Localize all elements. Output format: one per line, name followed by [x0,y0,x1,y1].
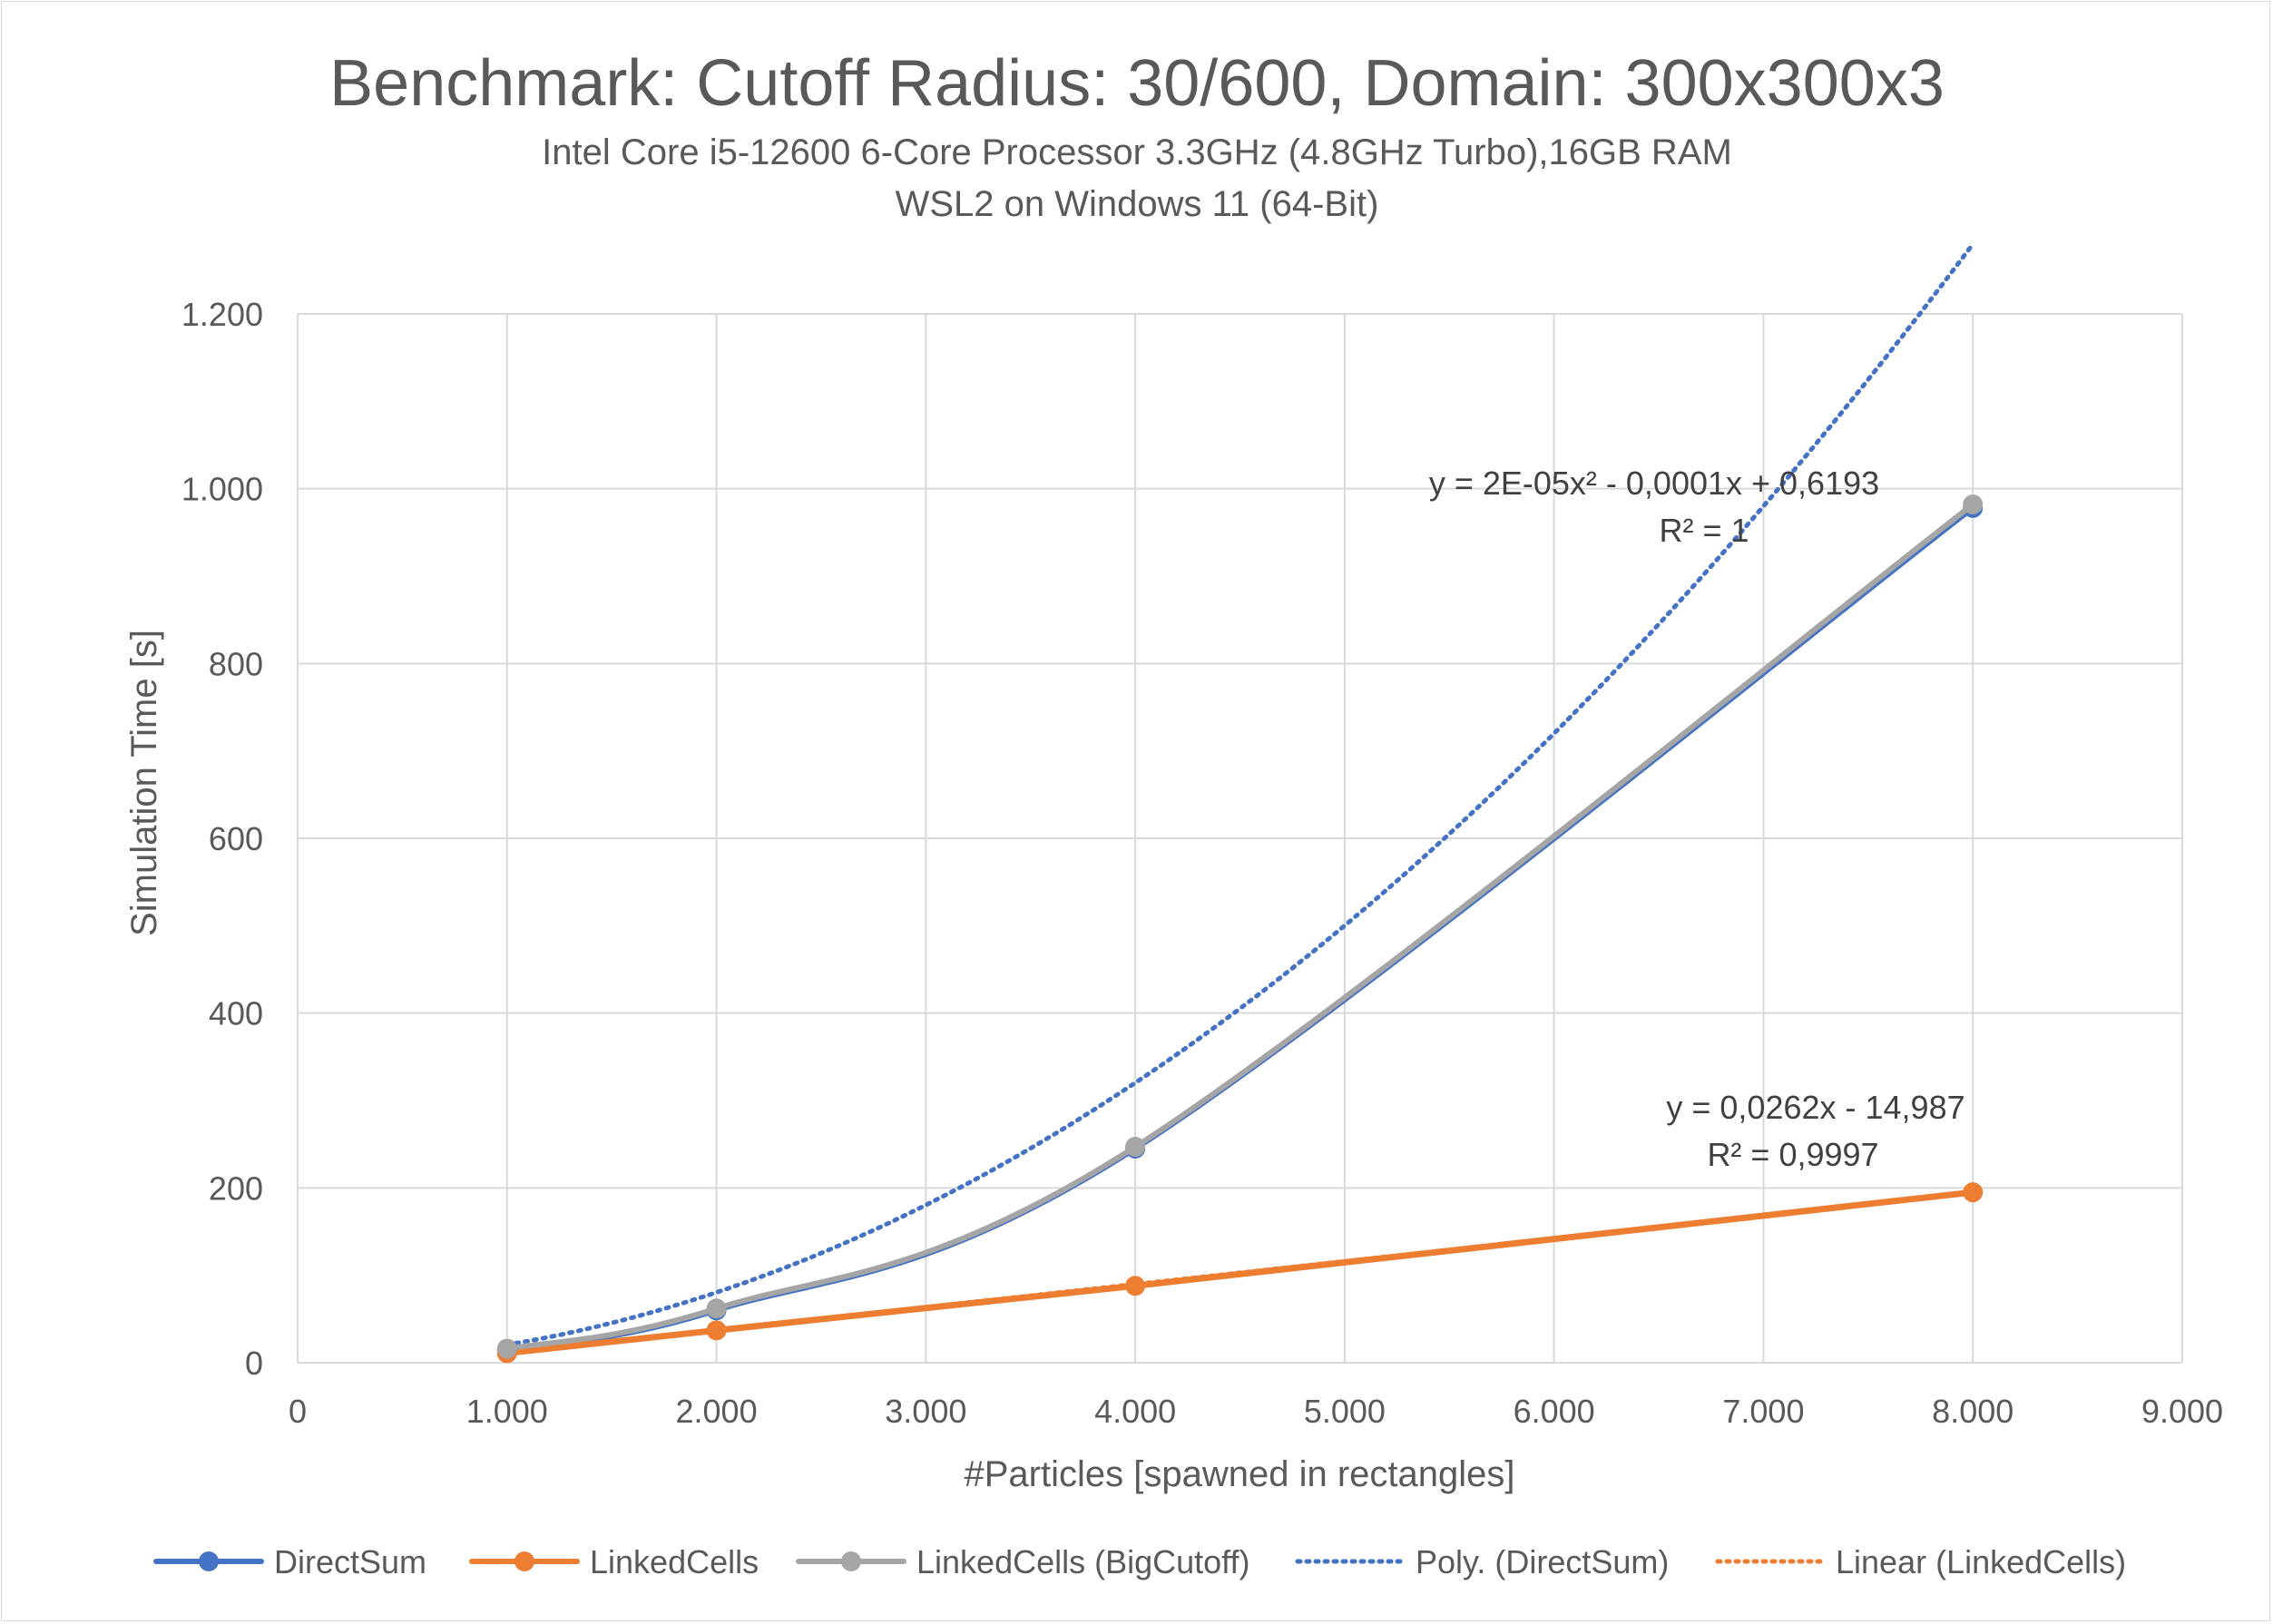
legend-label: Linear (LinkedCells) [1836,1543,2126,1580]
chart-subtitle-line-2: WSL2 on Windows 11 (64-Bit) [896,184,1379,224]
x-tick-label: 7.000 [1722,1393,1804,1430]
legend-swatch-marker [841,1551,861,1571]
data-series [496,494,1984,1364]
x-tick-label: 0 [289,1393,307,1430]
legend-label: LinkedCells [590,1543,759,1580]
poly-directsum-r-squared: R² = 1 [1659,512,1749,549]
linkedcells-bigcutoff-marker [1125,1137,1146,1158]
x-tick-label: 4.000 [1094,1393,1176,1430]
legend-label: LinkedCells (BigCutoff) [916,1543,1250,1580]
legend-swatch-marker [514,1551,534,1571]
legend-swatch-marker [199,1551,219,1571]
legend-item-linear-linkedcells: Linear (LinkedCells) [1715,1543,2126,1580]
x-axis-title: #Particles [spawned in rectangles] [965,1454,1515,1494]
x-axis-tick-labels: 0 1.000 2.000 3.000 4.000 5.000 6.000 7.000 8.00… [289,1393,2223,1430]
poly-directsum-equation: y = 2E-05x² - 0,0001x + 0,6193 [1429,465,1879,502]
linkedcells-marker [1963,1182,1984,1203]
poly-directsum-trendline [505,241,1975,1347]
linkedcells-bigcutoff-line [504,502,1976,1352]
legend-label: DirectSum [274,1543,426,1580]
y-axis-title: Simulation Time [s] [124,630,164,936]
chart-subtitle-line-1: Intel Core i5-12600 6-Core Processor 3.3… [542,132,1732,172]
x-tick-label: 2.000 [676,1393,758,1430]
y-axis-tick-labels: 0 200 400 600 800 1.000 1.200 [181,296,263,1382]
legend-label: Poly. (DirectSum) [1416,1543,1669,1580]
x-tick-label: 6.000 [1514,1393,1595,1430]
trendlines [505,241,1975,1355]
legend-item-linkedcells-bigcutoff: LinkedCells (BigCutoff) [796,1543,1250,1580]
gridlines [297,313,2183,1364]
y-tick-label: 1.200 [181,296,263,333]
linkedcells-line [504,1189,1976,1356]
linkedcells-marker [706,1320,727,1341]
y-tick-label: 1.000 [181,471,263,508]
x-tick-label: 1.000 [466,1393,548,1430]
y-tick-label: 400 [209,995,263,1032]
trendline-labels: y = 2E-05x² - 0,0001x + 0,6193 R² = 1 y = … [1429,465,1965,1173]
y-tick-label: 800 [209,645,263,682]
y-tick-label: 200 [209,1169,263,1207]
linkedcells-bigcutoff-marker [1963,494,1984,515]
y-tick-label: 600 [209,820,263,857]
legend-item-poly-directsum: Poly. (DirectSum) [1295,1543,1669,1580]
chart-title: Benchmark: Cutoff Radius: 30/600, Domain… [329,47,1945,120]
linear-linkedcells-equation: y = 0,0262x - 14,987 [1666,1089,1964,1126]
linkedcells-bigcutoff-marker [496,1338,517,1359]
legend-item-linkedcells: LinkedCells [469,1543,759,1580]
legend: DirectSum LinkedCells LinkedCells (BigCuto… [153,1543,2126,1580]
legend-item-directsum: DirectSum [153,1543,426,1580]
x-tick-label: 3.000 [885,1393,966,1430]
x-tick-label: 9.000 [2141,1393,2223,1430]
x-tick-label: 5.000 [1304,1393,1386,1430]
linkedcells-marker [1125,1276,1146,1296]
x-tick-label: 8.000 [1932,1393,2013,1430]
linkedcells-bigcutoff-marker [706,1298,727,1319]
directsum-line [504,504,1976,1353]
linear-linkedcells-r-squared: R² = 0,9997 [1707,1136,1878,1173]
y-tick-label: 0 [245,1345,263,1382]
